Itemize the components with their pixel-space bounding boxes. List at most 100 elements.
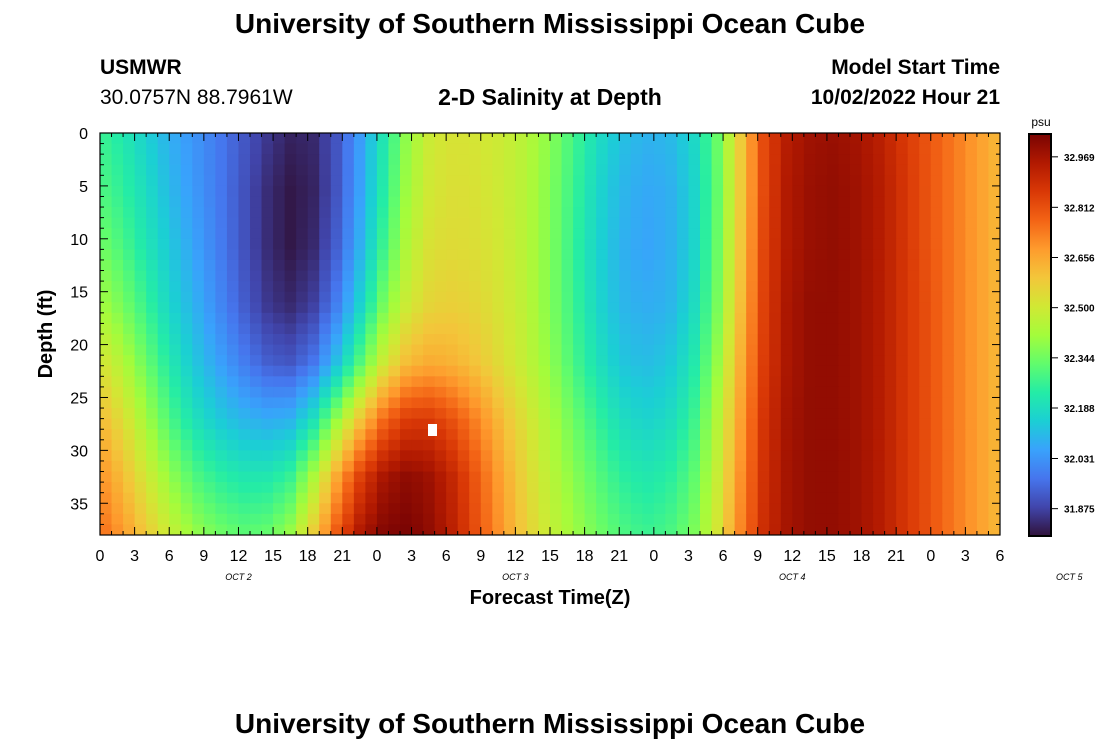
heatmap-cell — [838, 281, 851, 293]
heatmap-cell — [134, 207, 147, 219]
heatmap-cell — [434, 154, 447, 166]
heatmap-cell — [192, 302, 205, 314]
heatmap-cell — [826, 154, 840, 166]
heatmap-cell — [884, 524, 897, 535]
heatmap-cell — [469, 513, 482, 526]
heatmap-cell — [492, 439, 505, 451]
heatmap-cell — [665, 492, 678, 504]
heatmap-cell — [873, 376, 886, 388]
heatmap-cell — [307, 259, 320, 272]
heatmap-cell — [723, 281, 736, 293]
heatmap-cell — [330, 513, 343, 526]
heatmap-cell — [203, 312, 216, 325]
heatmap-cell — [411, 196, 424, 208]
heatmap-cell — [607, 439, 620, 451]
heatmap-cell — [930, 355, 943, 367]
heatmap-cell — [723, 471, 736, 483]
heatmap-cell — [688, 249, 701, 261]
heatmap-cell — [550, 175, 563, 187]
heatmap-cell — [919, 376, 932, 388]
heatmap-cell — [515, 270, 528, 282]
heatmap-cell — [157, 503, 170, 515]
heatmap-cell — [469, 323, 482, 335]
heatmap-cell — [965, 429, 978, 441]
heatmap-cell — [596, 238, 609, 250]
heatmap-cell — [838, 312, 851, 325]
heatmap-cell — [769, 344, 782, 356]
heatmap-cell — [400, 482, 413, 494]
colorbar-tick-label: 32.031 — [1064, 454, 1095, 465]
heatmap-cell — [919, 154, 932, 166]
y-tick-label: 0 — [79, 126, 88, 143]
heatmap-cell — [342, 334, 355, 346]
heatmap-cell — [711, 207, 724, 219]
heatmap-cell — [411, 238, 424, 250]
heatmap-cell — [930, 270, 943, 282]
heatmap-cell — [861, 217, 874, 229]
heatmap-cell — [423, 207, 436, 219]
heatmap-cell — [746, 397, 759, 409]
heatmap-cell — [965, 175, 978, 187]
heatmap-cell — [330, 503, 343, 515]
heatmap-cell — [180, 228, 193, 240]
heatmap-cell — [526, 376, 540, 388]
heatmap-cell — [203, 482, 216, 494]
heatmap-cell — [503, 418, 516, 430]
heatmap-cell — [953, 164, 966, 176]
heatmap-cell — [930, 302, 943, 314]
heatmap-cell — [584, 143, 597, 155]
heatmap-cell — [619, 408, 632, 420]
heatmap-cell — [815, 365, 828, 377]
heatmap-cell — [988, 312, 1000, 325]
heatmap-cell — [423, 334, 436, 346]
heatmap-cell — [919, 133, 932, 145]
heatmap-cell — [273, 217, 286, 229]
heatmap-cell — [757, 164, 770, 176]
heatmap-cell — [215, 482, 228, 494]
heatmap-cell — [965, 270, 978, 282]
heatmap-cell — [342, 291, 355, 303]
heatmap-cell — [261, 524, 274, 535]
heatmap-cell — [769, 503, 782, 515]
heatmap-cell — [157, 492, 170, 504]
x-tick-label: 21 — [887, 548, 905, 565]
heatmap-cell — [642, 450, 655, 462]
heatmap-cell — [607, 196, 620, 208]
heatmap-cell — [157, 249, 170, 261]
heatmap-cell — [838, 143, 851, 155]
heatmap-cell — [746, 365, 759, 377]
heatmap-cell — [203, 228, 216, 240]
heatmap-cell — [596, 450, 609, 462]
heatmap-cell — [757, 207, 770, 219]
heatmap-cell — [330, 418, 343, 430]
heatmap-cell — [226, 429, 240, 441]
heatmap-cell — [261, 249, 274, 261]
heatmap-cell — [480, 450, 493, 462]
heatmap-cell — [596, 376, 609, 388]
heatmap-cell — [815, 281, 828, 293]
heatmap-cell — [123, 164, 136, 176]
heatmap-cell — [134, 408, 147, 420]
heatmap-cell — [780, 450, 793, 462]
heatmap-cell — [342, 397, 355, 409]
heatmap-cell — [861, 133, 874, 145]
heatmap-cell — [688, 482, 701, 494]
heatmap-cell — [100, 376, 113, 388]
heatmap-cell — [734, 355, 747, 367]
heatmap-cell — [515, 492, 528, 504]
heatmap-cell — [550, 492, 563, 504]
heatmap-cell — [665, 429, 678, 441]
heatmap-cell — [480, 270, 493, 282]
heatmap-cell — [965, 365, 978, 377]
heatmap-cell — [146, 207, 159, 219]
heatmap-cell — [642, 482, 655, 494]
heatmap-cell — [976, 259, 990, 272]
heatmap-cell — [607, 450, 620, 462]
heatmap-cell — [457, 429, 470, 441]
heatmap-cell — [792, 408, 805, 420]
heatmap-cell — [192, 524, 205, 535]
heatmap-cell — [376, 185, 390, 198]
heatmap-cell — [688, 450, 701, 462]
heatmap-cell — [896, 143, 909, 155]
heatmap-cell — [411, 492, 424, 504]
